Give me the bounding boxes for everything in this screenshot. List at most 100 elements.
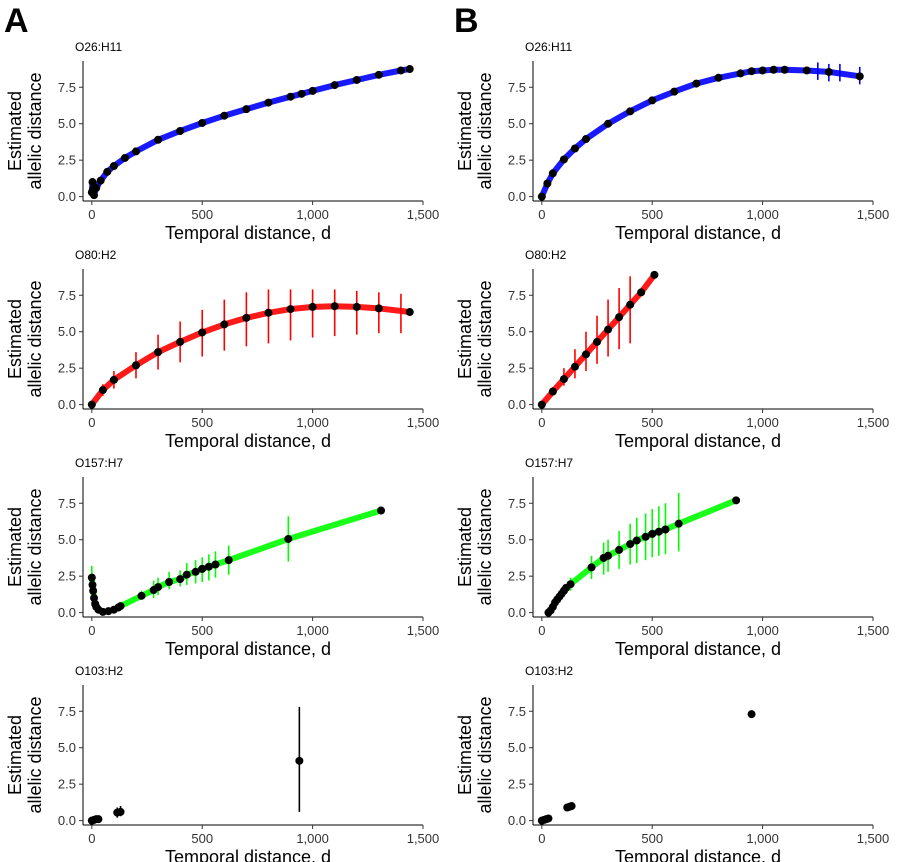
y-axis-label-line1: Estimated <box>455 715 475 795</box>
x-tick-label: 1,000 <box>746 415 779 430</box>
data-point <box>284 534 293 543</box>
x-tick-label: 1,500 <box>407 623 440 638</box>
x-tick-label: 1,500 <box>407 207 440 222</box>
data-point <box>570 144 579 153</box>
data-point <box>286 92 295 101</box>
data-point <box>405 65 414 74</box>
data-point <box>374 70 383 79</box>
y-tick-label: 5.0 <box>58 532 76 547</box>
x-tick-label: 0 <box>88 415 95 430</box>
chart-a2: O80:H2 0 500 1,000 1,500 0.0 2.5 5.0 7.5 Temporal… <box>5 248 439 451</box>
data-point <box>670 87 679 96</box>
data-point <box>626 540 635 549</box>
y-axis-label-line1: Estimated <box>455 299 475 379</box>
data-point <box>714 73 723 82</box>
data-point <box>648 96 657 105</box>
data-point <box>94 815 103 824</box>
data-point <box>116 602 125 611</box>
series-band <box>88 507 385 615</box>
data-point <box>87 400 96 409</box>
y-tick-label: 7.5 <box>58 496 76 511</box>
data-point <box>191 567 200 576</box>
data-point <box>98 386 107 395</box>
y-axis-label-line1: Estimated <box>5 299 25 379</box>
y-axis-label-line2: allelic distance <box>25 488 45 605</box>
x-tick-label: 1,500 <box>857 623 890 638</box>
data-point <box>109 375 118 384</box>
data-point <box>297 89 306 98</box>
x-axis-label: Temporal distance, d <box>615 639 781 659</box>
data-point <box>736 69 745 78</box>
chart-title: O103:H2 <box>525 664 573 678</box>
data-point <box>604 551 613 560</box>
x-axis-label: Temporal distance, d <box>615 223 781 243</box>
y-axis-label-line2: allelic distance <box>475 696 495 813</box>
data-point <box>87 573 96 582</box>
x-tick-label: 1,500 <box>407 415 440 430</box>
x-tick-label: 1,000 <box>296 415 329 430</box>
y-tick-label: 0.0 <box>58 605 76 620</box>
y-tick-label: 2.5 <box>58 153 76 168</box>
y-tick-label: 5.0 <box>58 116 76 131</box>
x-tick-label: 1,000 <box>746 623 779 638</box>
data-point <box>176 575 185 584</box>
data-point <box>220 320 229 329</box>
data-point <box>637 288 646 297</box>
data-point <box>405 308 414 317</box>
y-tick-label: 0.0 <box>508 813 526 828</box>
series-band <box>88 66 413 199</box>
data-point <box>654 527 663 536</box>
y-axis-label-line1: Estimated <box>5 715 25 795</box>
x-axis-label: Temporal distance, d <box>615 431 781 451</box>
y-axis-label-line1: Estimated <box>5 507 25 587</box>
data-point <box>747 710 756 719</box>
y-tick-label: 0.0 <box>58 189 76 204</box>
data-point <box>116 807 125 816</box>
y-axis-label-line1: Estimated <box>455 507 475 587</box>
y-tick-label: 2.5 <box>508 153 526 168</box>
data-point <box>154 135 163 144</box>
y-tick-label: 2.5 <box>508 569 526 584</box>
chart-title: O80:H2 <box>75 248 117 262</box>
data-point <box>308 302 317 311</box>
x-tick-label: 500 <box>191 207 213 222</box>
data-point <box>264 308 273 317</box>
data-point <box>626 300 635 309</box>
data-point <box>567 802 576 811</box>
data-point <box>131 147 140 156</box>
x-tick-label: 1,500 <box>857 415 890 430</box>
data-point <box>286 305 295 314</box>
x-tick-label: 1,000 <box>296 207 329 222</box>
y-tick-label: 5.0 <box>508 740 526 755</box>
data-point <box>587 563 596 572</box>
data-point <box>548 387 557 396</box>
x-axis-label: Temporal distance, d <box>165 639 331 659</box>
y-tick-label: 0.0 <box>58 397 76 412</box>
x-tick-label: 0 <box>88 831 95 846</box>
data-point <box>176 337 185 346</box>
data-point <box>92 183 101 192</box>
data-point <box>137 591 146 600</box>
data-point <box>559 155 568 164</box>
x-tick-label: 1,500 <box>857 831 890 846</box>
data-point <box>198 328 207 337</box>
data-point <box>632 536 641 545</box>
data-point <box>220 111 229 120</box>
data-point <box>802 66 811 75</box>
data-point <box>543 179 552 188</box>
data-point <box>198 564 207 573</box>
x-tick-label: 0 <box>538 207 545 222</box>
x-tick-label: 0 <box>538 623 545 638</box>
data-point <box>204 562 213 571</box>
data-point <box>604 325 613 334</box>
x-tick-label: 500 <box>641 207 663 222</box>
data-point <box>581 350 590 359</box>
chart-title: O103:H2 <box>75 664 123 678</box>
x-tick-label: 1,000 <box>746 207 779 222</box>
data-point <box>566 580 575 589</box>
series-band <box>538 66 863 200</box>
data-point <box>604 119 613 128</box>
y-axis-label-line2: allelic distance <box>475 488 495 605</box>
data-point <box>96 176 105 185</box>
x-tick-label: 1,500 <box>857 207 890 222</box>
